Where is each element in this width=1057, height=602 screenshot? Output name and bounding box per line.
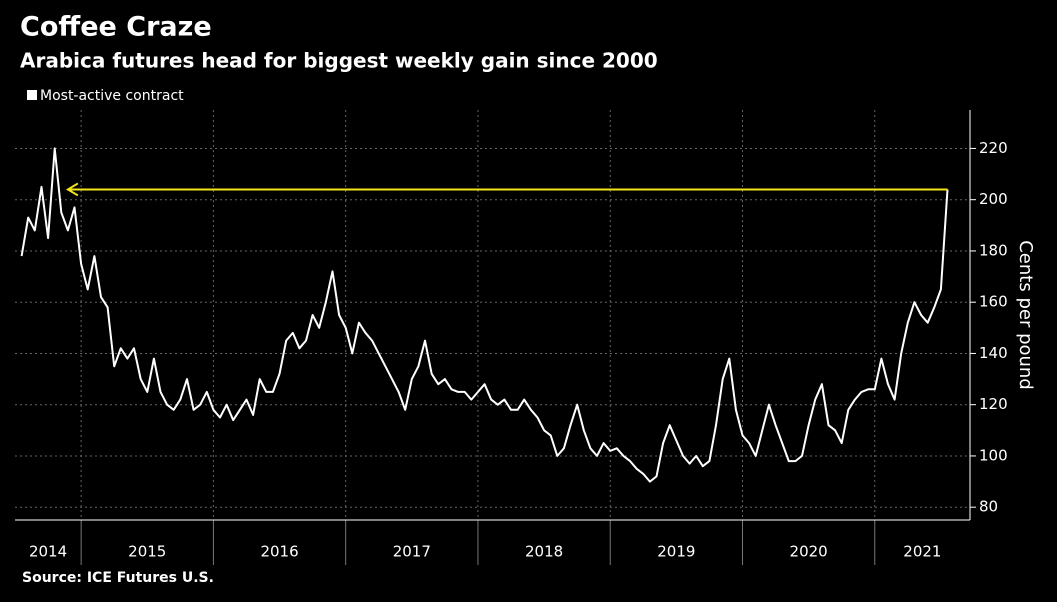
legend-swatch (27, 90, 37, 100)
y-tick-label: 200 (979, 190, 1008, 208)
x-tick-label: 2021 (903, 543, 941, 561)
legend-label: Most-active contract (40, 88, 184, 104)
y-tick-label: 100 (979, 446, 1008, 464)
x-tick-label: 2018 (525, 543, 563, 561)
x-tick-label: 2014 (29, 543, 67, 561)
source: Source: ICE Futures U.S. (22, 570, 214, 586)
y-tick-label: 160 (979, 293, 1008, 311)
chart-subtitle: Arabica futures head for biggest weekly … (20, 49, 658, 73)
data-line (20, 147, 949, 483)
y-tick-label: 140 (979, 344, 1008, 362)
arrow-head (65, 182, 79, 197)
y-tick-label: 180 (979, 241, 1008, 259)
chart-title: Coffee Craze (20, 12, 212, 43)
x-tick-label: 2016 (260, 543, 298, 561)
x-tick-label: 2020 (790, 543, 828, 561)
x-tick-label: 2017 (393, 543, 431, 561)
x-tick-label: 2019 (657, 543, 695, 561)
x-tick-label: 2015 (128, 543, 166, 561)
y-tick-label: 80 (979, 498, 998, 516)
y-tick-label: 120 (979, 395, 1008, 413)
y-tick-label: 220 (979, 139, 1008, 157)
y-axis-label: Cents per pound (1015, 240, 1036, 390)
